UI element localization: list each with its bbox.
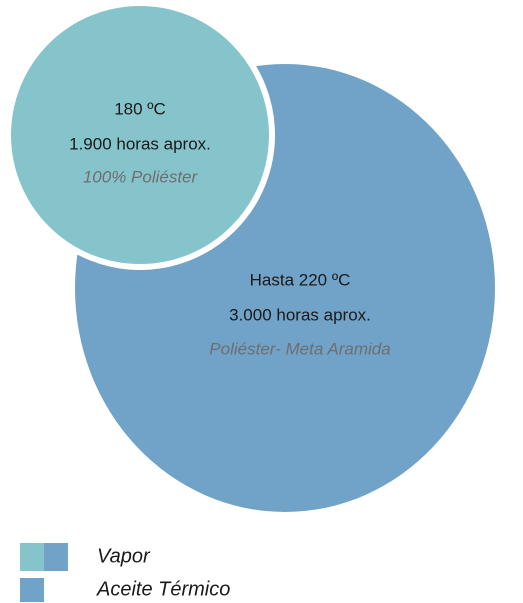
large-duration: 3.000 horas aprox.: [229, 305, 371, 324]
legend-label: Aceite Térmico: [96, 578, 230, 600]
large-material: Poliéster- Meta Aramida: [209, 339, 390, 358]
legend-swatch: [20, 543, 44, 571]
legend-swatch: [44, 543, 68, 571]
legend-label: Vapor: [97, 545, 151, 567]
large-temperature: Hasta 220 ºC: [250, 270, 351, 289]
small-temperature: 180 ºC: [114, 99, 166, 118]
legend-swatch: [20, 578, 44, 602]
small-circle: [5, 0, 275, 270]
small-material: 100% Poliéster: [83, 167, 199, 186]
small-duration: 1.900 horas aprox.: [69, 134, 211, 153]
